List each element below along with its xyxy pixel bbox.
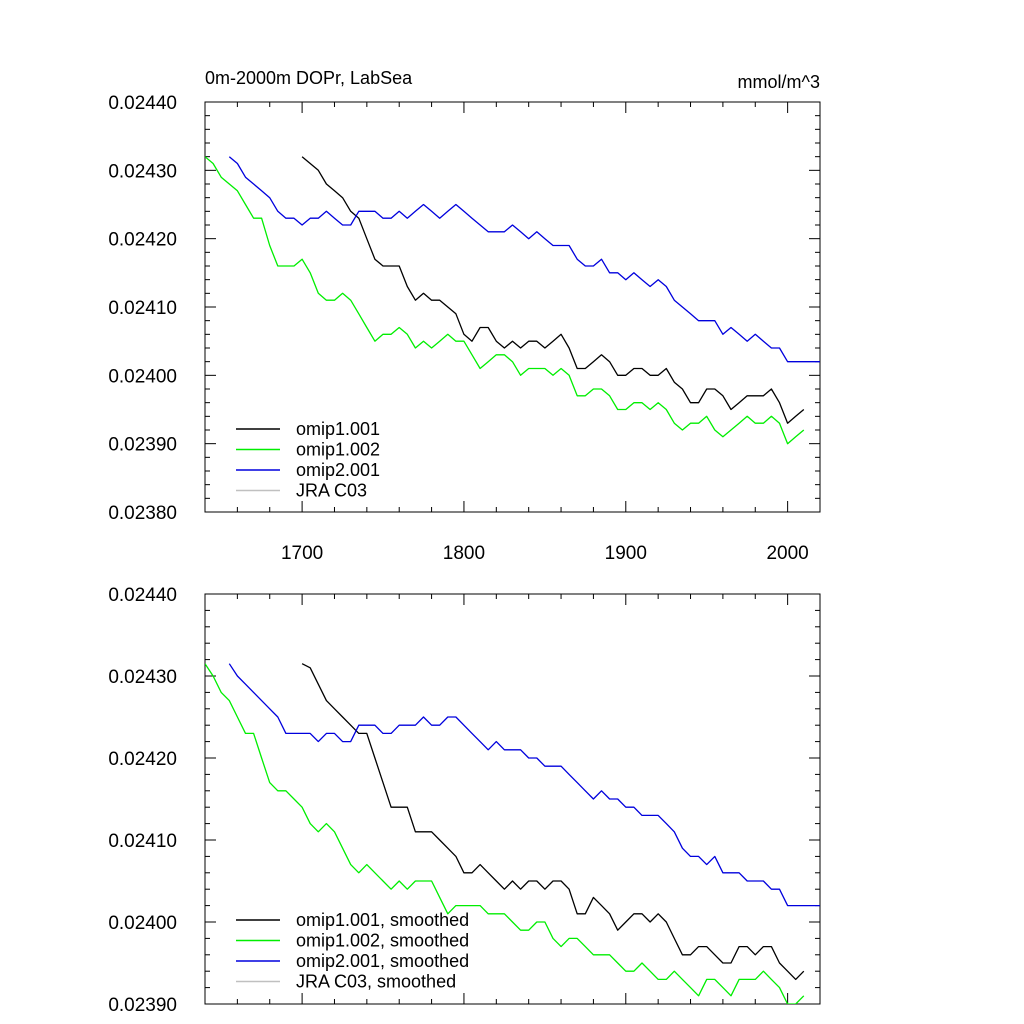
plot-frame — [204, 593, 821, 1005]
y-tick-labels: 0.02390 0.02400 0.02410 0.02420 0.02430 0.024… — [108, 585, 177, 1016]
series-line-omip2-001-smoothed — [228, 663, 820, 907]
legend-label-omip2-001-smoothed: omip2.001, smoothed — [296, 951, 469, 971]
series-line-omip2-001 — [228, 156, 820, 363]
units-label: mmol/m^3 — [738, 72, 820, 92]
x-tick-label: 1800 — [443, 543, 485, 564]
x-tick-label: 2000 — [766, 543, 808, 564]
top-panel: 0m-2000m DOPr, LabSea mmol/m^3 0.023800.… — [108, 68, 821, 564]
legend-label-omip1-002-smoothed: omip1.002, smoothed — [296, 931, 469, 951]
y-tick-labels: 0.02380 0.02390 0.02400 0.02410 0.02420 0.024… — [108, 93, 177, 524]
series-line-omip1-002 — [205, 156, 805, 445]
y-tick-label: 0.02430 — [108, 667, 177, 688]
series-lines — [205, 156, 820, 445]
bottom-panel: 0.02390 0.02400 0.02410 0.02420 0.02430 0.024… — [108, 585, 821, 1016]
chart-title: 0m-2000m DOPr, LabSea — [205, 68, 413, 88]
tick-marks — [204, 593, 821, 1005]
y-tick-label: 0.02390 — [108, 435, 177, 456]
y-tick-label: 0.02420 — [108, 230, 177, 251]
y-tick-label: 0.02410 — [108, 298, 177, 319]
y-tick-label: 0.02440 — [108, 93, 177, 114]
y-tick-label: 0.02440 — [108, 585, 177, 606]
y-tick-label: 0.02400 — [108, 913, 177, 934]
x-tick-label: 1900 — [605, 543, 647, 564]
y-tick-label: 0.02380 — [108, 503, 177, 524]
x-tick-label: 1700 — [281, 543, 323, 564]
legend-label-omip1-001-smoothed: omip1.001, smoothed — [296, 910, 469, 930]
legend-label-omip1-002: omip1.002 — [296, 440, 380, 460]
y-tick-label: 0.02410 — [108, 831, 177, 852]
legend-label-jra-c03-smoothed: JRA C03, smoothed — [296, 972, 456, 992]
x-tick-labels: 1700 1800 1900 2000 — [281, 543, 809, 564]
y-tick-label: 0.02420 — [108, 749, 177, 770]
tick-marks — [204, 101, 821, 513]
legend-label-omip2-001: omip2.001 — [296, 460, 380, 480]
series-line-omip1-002-smoothed — [205, 663, 805, 1004]
y-tick-label: 0.02390 — [108, 995, 177, 1016]
series-line-omip1-001 — [301, 156, 805, 424]
y-tick-label: 0.02400 — [108, 366, 177, 387]
legend-label-omip1-001: omip1.001 — [296, 419, 380, 439]
series-lines — [205, 663, 820, 1004]
series-line-omip1-001-smoothed — [301, 663, 805, 981]
y-tick-label: 0.02430 — [108, 161, 177, 182]
legend-label-jra-c03: JRA C03 — [296, 481, 367, 501]
